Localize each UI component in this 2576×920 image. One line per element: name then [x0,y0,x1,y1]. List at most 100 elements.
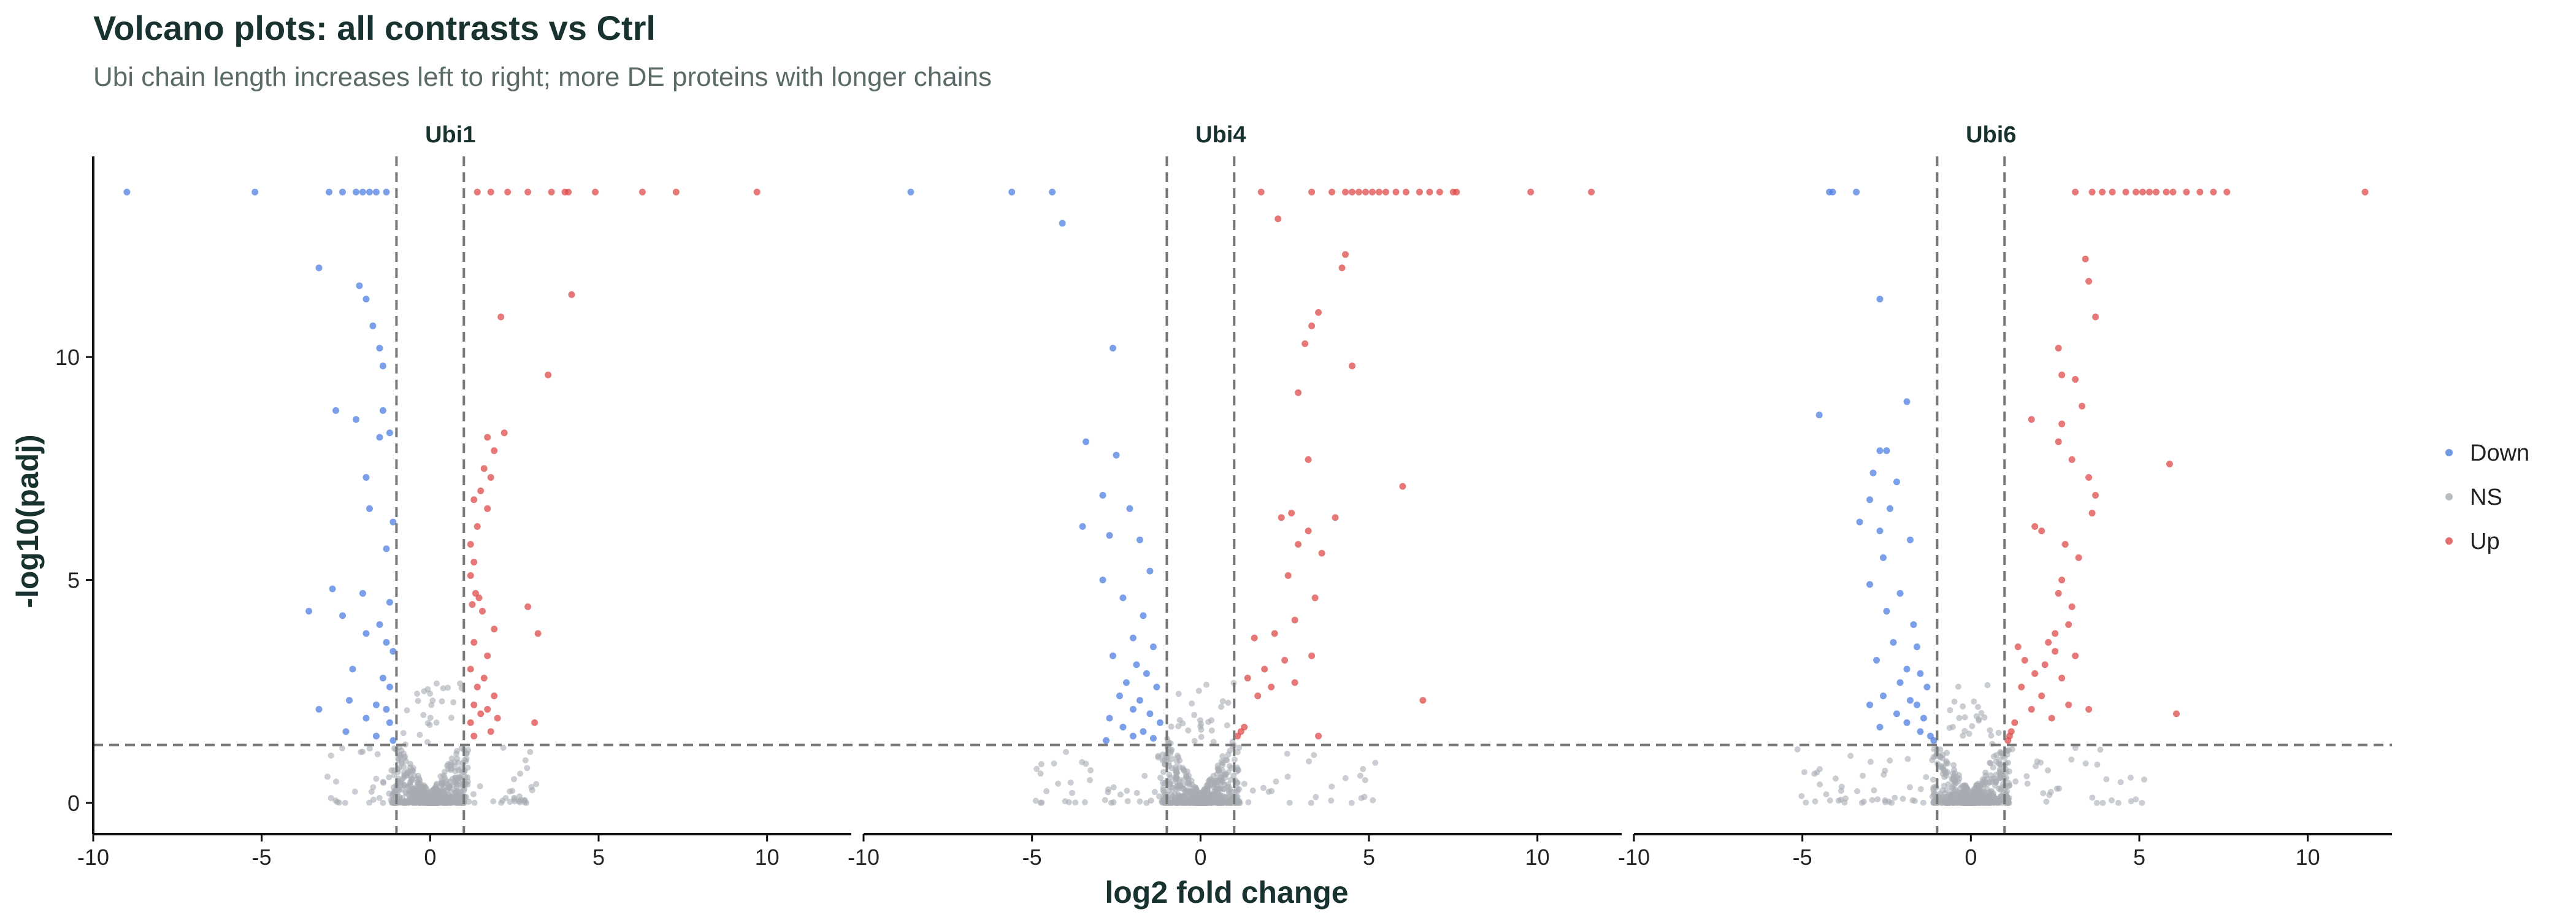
ns-point [417,780,424,787]
ns-point [1867,759,1874,765]
up-point [672,188,680,196]
ns-point [1219,753,1226,759]
ns-point [1133,789,1140,796]
down-point [1083,438,1090,445]
up-point [1301,340,1309,347]
up-point [531,719,539,726]
up-point [1527,188,1535,196]
ns-point [359,748,366,755]
up-point [2055,438,2062,445]
ns-point [1952,786,1958,793]
ns-point [1982,769,1989,776]
legend-swatch-ns [2445,493,2453,500]
ns-point [1328,783,1335,790]
up-point [2172,710,2180,718]
ns-point [1168,746,1175,753]
up-point [1315,309,1322,316]
ns-point [1197,799,1204,805]
ns-point [1944,760,1951,767]
ns-point [1032,797,1039,804]
up-point [470,496,478,504]
ns-point [1942,770,1949,776]
ns-point [1221,786,1227,792]
down-point [386,599,393,606]
ns-point [439,698,445,705]
down-point [1136,536,1143,543]
ns-point [1920,799,1926,806]
ns-point [1198,721,1205,727]
down-point [1099,577,1106,584]
ns-point [1227,747,1233,754]
down-point [362,630,370,637]
down-point [1133,661,1140,669]
ns-point [1218,703,1225,710]
up-point [467,540,474,548]
ns-point [1978,710,1985,716]
ns-point [511,776,518,783]
ns-point [1273,778,1279,785]
ns-point [2141,776,2147,783]
ns-point [1993,759,1999,765]
up-point [2014,643,2022,651]
down-point [379,407,386,414]
down-point [1883,447,1890,454]
up-point [2041,661,2049,669]
up-point [2109,188,2116,196]
x-tick-label: 5 [592,845,605,870]
up-point [2092,492,2099,499]
ns-point [1086,776,1093,783]
down-point [372,188,380,196]
down-point [383,705,390,713]
ns-point [399,794,406,801]
up-point [480,675,488,682]
down-point [1106,532,1113,539]
ns-point [1811,770,1818,777]
up-point [2145,188,2153,196]
ns-point [1171,791,1178,797]
ns-point [1249,788,1256,794]
panel-title: Ubi4 [1195,122,1246,148]
down-point [362,715,370,722]
ns-point [1823,791,1830,798]
up-point [1291,679,1298,686]
up-point [1362,188,1370,196]
x-tick-label: 5 [1363,845,1375,870]
ns-point [2089,794,2096,801]
down-point [1156,719,1163,726]
ns-point [2108,797,2115,803]
down-point [1913,701,1920,708]
down-point [332,407,340,414]
ns-point [1233,785,1240,792]
ns-point [1960,732,1966,739]
up-point [467,719,474,726]
down-point [383,545,390,553]
down-point [376,621,383,628]
up-point [1342,188,1349,196]
down-point [1896,679,1904,686]
ns-point [1904,756,1911,762]
up-point [1426,188,1433,196]
ns-point [1985,789,1992,796]
down-point [1143,670,1150,677]
legend-label-ns: NS [2470,485,2502,510]
down-point [366,188,373,196]
down-point [1059,220,1066,227]
up-point [2058,675,2066,682]
x-axis-title: log2 fold change [1105,875,1348,910]
ns-point [1245,799,1252,806]
ns-point [2093,800,2100,807]
up-point [484,652,491,659]
ns-point [1037,770,1044,777]
x-tick-label: 10 [1525,845,1550,870]
ns-point [2068,756,2075,763]
ns-point [426,721,433,728]
ns-point [450,699,457,706]
down-point [362,473,370,481]
up-point [2133,188,2140,196]
panel-ubi1: Ubi1 -10 -5 0 5 10 [77,122,851,870]
down-point [1917,728,1924,735]
ns-point [507,799,513,805]
ns-point [1794,746,1801,753]
ns-point [1887,757,1893,764]
ns-point [1979,776,1986,783]
